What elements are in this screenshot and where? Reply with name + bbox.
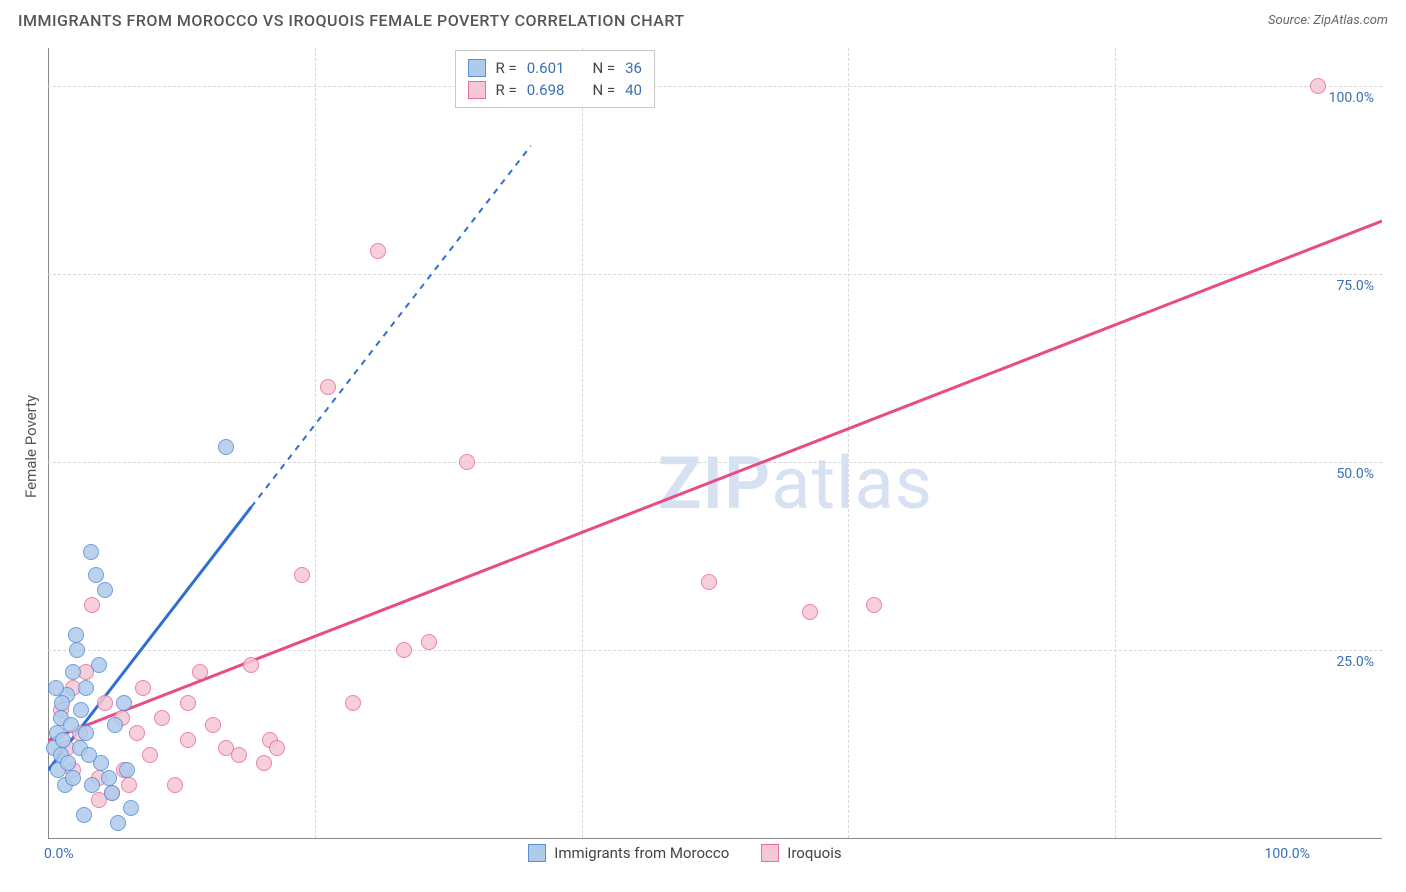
gridline-v	[315, 48, 316, 838]
data-point-morocco	[123, 800, 139, 816]
correlation-legend: R = 0.601 N = 36 R = 0.698 N = 40	[455, 50, 655, 108]
chart-source: Source: ZipAtlas.com	[1268, 13, 1388, 28]
data-point-morocco	[60, 755, 76, 771]
swatch-blue	[468, 59, 486, 77]
data-point-iroquois	[97, 695, 113, 711]
data-point-morocco	[107, 717, 123, 733]
data-point-morocco	[76, 807, 92, 823]
r-label: R =	[496, 59, 517, 77]
y-tick-label: 25.0%	[1336, 654, 1374, 670]
n-value: 40	[625, 81, 642, 99]
data-point-iroquois	[701, 574, 717, 590]
data-point-morocco	[68, 627, 84, 643]
y-tick-label: 75.0%	[1336, 278, 1374, 294]
legend-item-blue: Immigrants from Morocco	[528, 844, 729, 862]
legend-row-blue: R = 0.601 N = 36	[468, 57, 642, 79]
data-point-iroquois	[1310, 78, 1326, 94]
gridline-v	[582, 48, 583, 838]
legend-item-pink: Iroquois	[761, 844, 841, 862]
data-point-iroquois	[320, 379, 336, 395]
data-point-morocco	[218, 439, 234, 455]
y-tick-label: 100.0%	[1329, 90, 1374, 106]
data-point-iroquois	[142, 747, 158, 763]
data-point-iroquois	[866, 597, 882, 613]
data-point-iroquois	[129, 725, 145, 741]
data-point-morocco	[91, 657, 107, 673]
gridline-v	[1115, 48, 1116, 838]
data-point-morocco	[104, 785, 120, 801]
data-point-iroquois	[231, 747, 247, 763]
swatch-pink	[468, 81, 486, 99]
data-point-iroquois	[370, 243, 386, 259]
data-point-morocco	[48, 680, 64, 696]
data-point-iroquois	[205, 717, 221, 733]
gridline-v	[848, 48, 849, 838]
data-point-iroquois	[345, 695, 361, 711]
plot-area: 25.0% 50.0% 75.0% 100.0% ZIPatlas	[48, 48, 1382, 838]
data-point-morocco	[78, 725, 94, 741]
n-label: N =	[592, 59, 615, 77]
data-point-morocco	[54, 695, 70, 711]
data-point-morocco	[119, 762, 135, 778]
data-point-morocco	[110, 815, 126, 831]
data-point-iroquois	[192, 664, 208, 680]
x-tick-label: 0.0%	[44, 846, 74, 862]
data-point-morocco	[78, 680, 94, 696]
data-point-iroquois	[167, 777, 183, 793]
data-point-morocco	[88, 567, 104, 583]
data-point-morocco	[116, 695, 132, 711]
data-point-iroquois	[421, 634, 437, 650]
gridline-h	[48, 86, 1382, 87]
n-value: 36	[625, 59, 642, 77]
data-point-morocco	[55, 732, 71, 748]
r-label: R =	[496, 81, 517, 99]
data-point-iroquois	[154, 710, 170, 726]
series-legend: Immigrants from Morocco Iroquois	[528, 844, 841, 862]
data-point-iroquois	[84, 597, 100, 613]
data-point-morocco	[65, 770, 81, 786]
data-point-morocco	[69, 642, 85, 658]
data-point-morocco	[83, 544, 99, 560]
r-value: 0.698	[527, 81, 565, 99]
data-point-iroquois	[459, 454, 475, 470]
data-point-iroquois	[802, 604, 818, 620]
data-point-iroquois	[135, 680, 151, 696]
gridline-h	[48, 274, 1382, 275]
x-tick-label: 100.0%	[1264, 846, 1309, 862]
r-value: 0.601	[527, 59, 565, 77]
data-point-morocco	[84, 777, 100, 793]
y-axis-label: Female Poverty	[22, 395, 40, 498]
data-point-iroquois	[269, 740, 285, 756]
data-point-iroquois	[121, 777, 137, 793]
legend-row-pink: R = 0.698 N = 40	[468, 79, 642, 101]
data-point-iroquois	[396, 642, 412, 658]
data-point-morocco	[73, 702, 89, 718]
gridline-h	[48, 462, 1382, 463]
chart-header: IMMIGRANTS FROM MOROCCO VS IROQUOIS FEMA…	[0, 0, 1406, 40]
swatch-pink	[761, 844, 779, 862]
n-label: N =	[592, 81, 615, 99]
data-point-iroquois	[243, 657, 259, 673]
data-point-iroquois	[180, 695, 196, 711]
data-point-morocco	[81, 747, 97, 763]
legend-label: Iroquois	[787, 844, 841, 862]
y-tick-label: 50.0%	[1336, 466, 1374, 482]
data-point-iroquois	[256, 755, 272, 771]
watermark: ZIPatlas	[658, 441, 933, 526]
data-point-morocco	[63, 717, 79, 733]
data-point-morocco	[65, 664, 81, 680]
data-point-iroquois	[180, 732, 196, 748]
legend-label: Immigrants from Morocco	[554, 844, 729, 862]
chart-title: IMMIGRANTS FROM MOROCCO VS IROQUOIS FEMA…	[18, 11, 685, 30]
data-point-morocco	[101, 770, 117, 786]
gridline-h	[48, 650, 1382, 651]
swatch-blue	[528, 844, 546, 862]
data-point-morocco	[97, 582, 113, 598]
data-point-iroquois	[294, 567, 310, 583]
